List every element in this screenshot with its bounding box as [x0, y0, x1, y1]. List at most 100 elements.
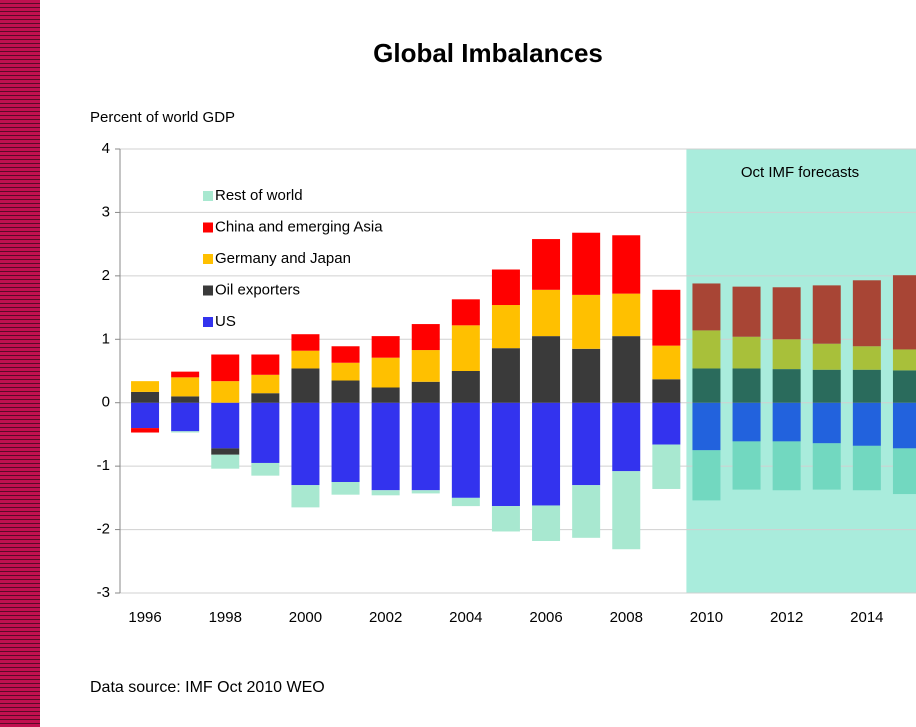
bar-segment: [371, 490, 400, 496]
bar-segment: [772, 287, 801, 340]
source-note: Data source: IMF Oct 2010 WEO: [90, 679, 325, 696]
bar-segment: [291, 402, 320, 486]
y-tick-label: 0: [102, 394, 110, 411]
bar-segment: [812, 369, 841, 403]
bar-segment: [892, 349, 916, 371]
bar-segment: [852, 402, 881, 446]
bar-segment: [171, 371, 200, 378]
bar-segment: [772, 441, 801, 491]
legend-swatch: [203, 222, 213, 233]
bar-segment: [652, 289, 681, 346]
bar-segment: [171, 431, 200, 433]
bar-segment: [692, 402, 721, 451]
bar-segment: [491, 506, 520, 532]
bar-segment: [852, 280, 881, 347]
y-tick-label: 3: [102, 203, 110, 220]
bar-segment: [291, 334, 320, 351]
bar-segment: [371, 402, 400, 491]
x-tick-label: 2004: [449, 609, 482, 626]
bar-segment: [211, 454, 240, 469]
plot: Oct IMF forecasts: [120, 148, 916, 594]
bar-segment: [291, 368, 320, 403]
bar-segment: [251, 354, 280, 375]
bar-segment: [772, 339, 801, 370]
bar-segment: [451, 371, 480, 403]
bar-segment: [812, 343, 841, 370]
y-tick-label: -1: [97, 457, 110, 474]
legend-label: China and emerging Asia: [215, 218, 383, 235]
bar-segment: [652, 379, 681, 403]
bar-segment: [331, 346, 360, 363]
bar-segment: [892, 448, 916, 495]
legend-label: Oil exporters: [215, 281, 300, 298]
bar-segment: [211, 354, 240, 382]
bar-segment: [652, 345, 681, 380]
bar-segment: [251, 462, 280, 476]
x-tick-label: 2014: [850, 609, 883, 626]
bar-segment: [131, 381, 160, 392]
bar-segment: [812, 285, 841, 344]
bar-segment: [892, 370, 916, 403]
x-tick-label: 1998: [209, 609, 242, 626]
bar-segment: [892, 275, 916, 350]
bar-segment: [572, 294, 601, 349]
bar-segment: [411, 381, 440, 403]
bar-segment: [451, 299, 480, 326]
bar-segment: [692, 450, 721, 501]
bar-segment: [612, 336, 641, 403]
bar-segment: [451, 497, 480, 507]
legend-label: Germany and Japan: [215, 250, 351, 267]
bar-segment: [852, 445, 881, 491]
legend-label: US: [215, 313, 236, 330]
x-tick-label: 2006: [529, 609, 562, 626]
bar-segment: [251, 393, 280, 403]
bar-segment: [732, 402, 761, 442]
bar-segment: [291, 485, 320, 508]
bar-segment: [411, 490, 440, 494]
x-tick-label: 1996: [128, 609, 161, 626]
legend-label: Rest of world: [215, 187, 303, 204]
bar-segment: [692, 330, 721, 369]
bar-segment: [371, 357, 400, 388]
bar-segment: [732, 368, 761, 403]
bar-segment: [612, 402, 641, 472]
bar-segment: [812, 443, 841, 490]
x-tick-label: 2002: [369, 609, 402, 626]
bar-segment: [331, 482, 360, 495]
bar-segment: [692, 283, 721, 331]
bar-segment: [612, 235, 641, 294]
bar-segment: [652, 402, 681, 445]
bar-segment: [491, 269, 520, 306]
side-stripe: [0, 0, 40, 727]
bar-segment: [171, 396, 200, 403]
bar-segment: [211, 448, 240, 455]
x-tick-label: 2010: [690, 609, 723, 626]
bar-segment: [371, 387, 400, 403]
bar-segment: [211, 402, 240, 449]
bar-segment: [732, 336, 761, 369]
bar-segment: [892, 402, 916, 449]
bar-segment: [572, 402, 601, 486]
bar-segment: [451, 325, 480, 371]
bar-segment: [491, 348, 520, 403]
bar-segment: [652, 444, 681, 489]
bar-segment: [732, 286, 761, 337]
y-tick-label: 1: [102, 330, 110, 347]
forecast-region: [686, 149, 916, 593]
bar-segment: [411, 402, 440, 491]
bar-segment: [532, 239, 561, 290]
bar-segment: [371, 336, 400, 358]
legend-swatch: [203, 285, 213, 296]
y-tick-label: -2: [97, 521, 110, 538]
bar-segment: [451, 402, 480, 498]
bar-segment: [491, 305, 520, 349]
bar-segment: [411, 350, 440, 382]
bar-segment: [772, 402, 801, 442]
bar-segment: [772, 369, 801, 403]
bar-segment: [812, 402, 841, 444]
bar-segment: [131, 402, 160, 429]
x-tick-label: 2000: [289, 609, 322, 626]
bar-segment: [852, 369, 881, 403]
bar-segment: [211, 381, 240, 403]
y-axis-label: Percent of world GDP: [90, 109, 235, 126]
